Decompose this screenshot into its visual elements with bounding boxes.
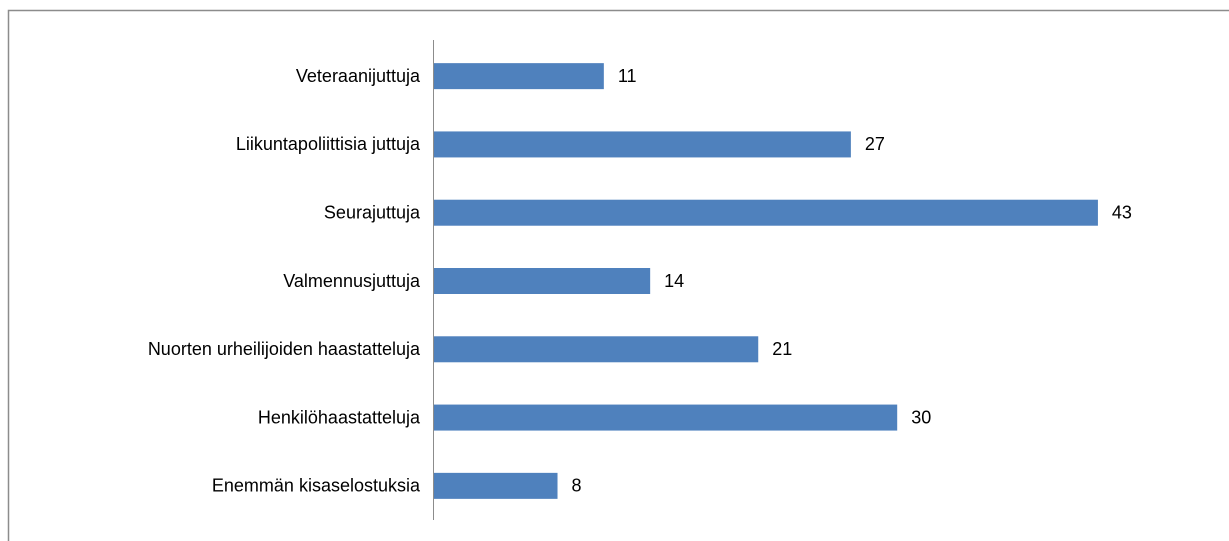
bar bbox=[434, 63, 604, 90]
bar bbox=[434, 268, 651, 294]
data-label: 27 bbox=[865, 134, 885, 154]
y-tick-label: Valmennusjuttuja bbox=[283, 271, 421, 291]
y-tick-label: Liikuntapoliittisia juttuja bbox=[236, 134, 421, 154]
y-tick-label: Veteraanijuttuja bbox=[296, 66, 421, 86]
y-tick-label: Henkilöhaastatteluja bbox=[258, 407, 421, 427]
data-label: 43 bbox=[1112, 202, 1132, 222]
data-label: 8 bbox=[572, 476, 582, 496]
data-label: 11 bbox=[618, 66, 637, 86]
y-tick-label: Seurajuttuja bbox=[324, 202, 421, 222]
y-tick-label: Enemmän kisaselostuksia bbox=[212, 476, 421, 496]
bar bbox=[434, 199, 1098, 226]
y-tick-label: Nuorten urheilijoiden haastatteluja bbox=[148, 339, 421, 359]
bar bbox=[434, 336, 759, 363]
bar bbox=[434, 404, 898, 431]
data-label: 30 bbox=[911, 407, 931, 427]
bar bbox=[434, 131, 851, 158]
bar bbox=[434, 472, 558, 499]
data-label: 21 bbox=[772, 339, 792, 359]
data-label: 14 bbox=[664, 271, 684, 291]
